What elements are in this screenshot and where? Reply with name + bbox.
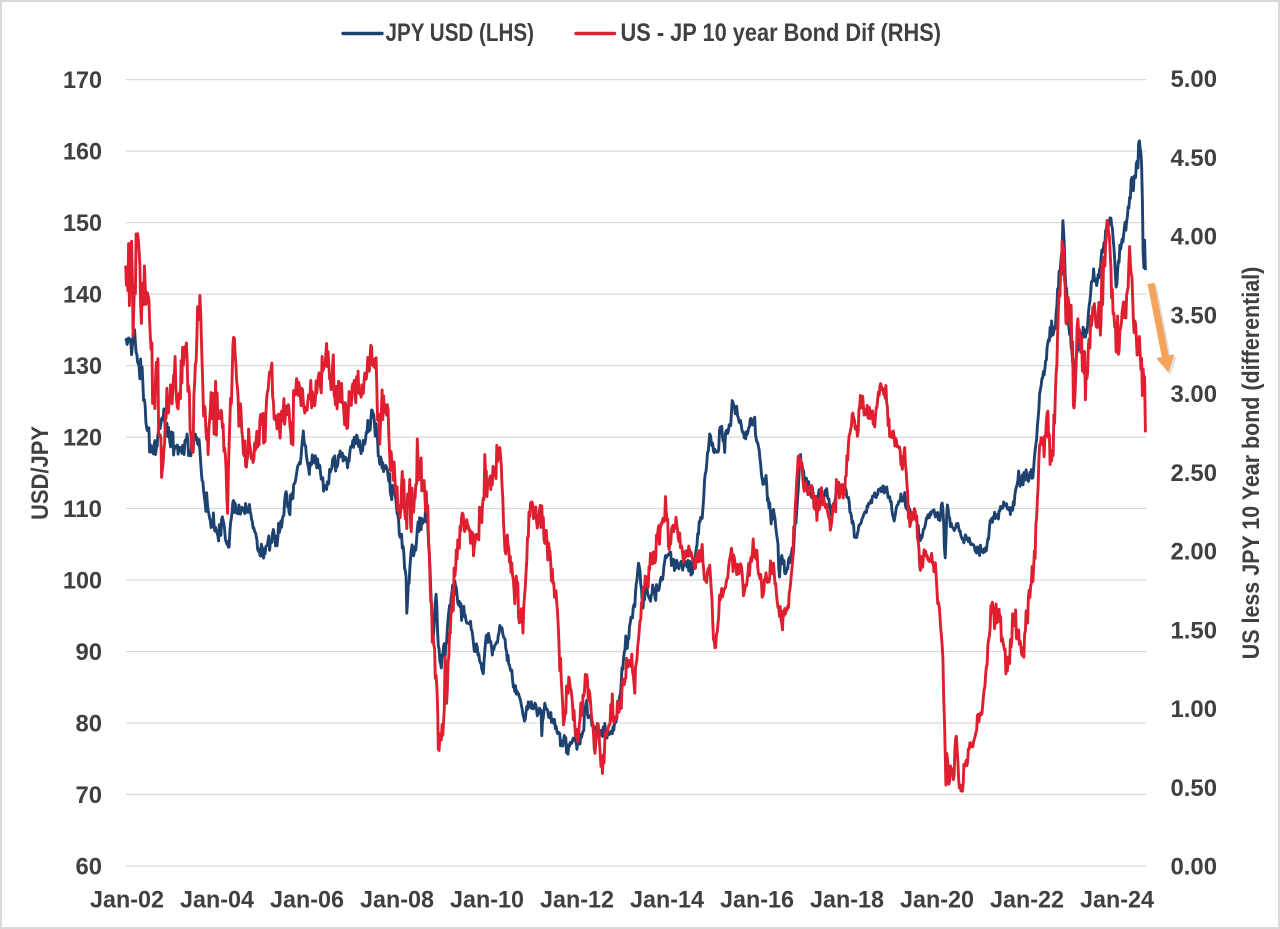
- svg-text:0.00: 0.00: [1171, 854, 1218, 881]
- svg-text:60: 60: [76, 854, 103, 881]
- svg-text:0.50: 0.50: [1171, 775, 1218, 802]
- svg-text:US - JP 10 year Bond Dif (RHS): US - JP 10 year Bond Dif (RHS): [621, 19, 942, 47]
- svg-text:70: 70: [76, 782, 103, 809]
- svg-text:Jan-22: Jan-22: [990, 887, 1064, 914]
- svg-text:4.50: 4.50: [1171, 145, 1218, 172]
- svg-text:100: 100: [63, 568, 102, 595]
- svg-text:Jan-14: Jan-14: [630, 887, 705, 914]
- svg-text:Jan-24: Jan-24: [1080, 887, 1155, 914]
- svg-text:2.00: 2.00: [1171, 539, 1218, 566]
- svg-text:3.50: 3.50: [1171, 302, 1218, 329]
- svg-text:110: 110: [63, 496, 102, 523]
- svg-text:Jan-04: Jan-04: [180, 887, 255, 914]
- svg-text:USD/JPY: USD/JPY: [27, 426, 54, 520]
- svg-text:Jan-02: Jan-02: [90, 887, 164, 914]
- svg-text:Jan-10: Jan-10: [450, 887, 524, 914]
- svg-text:170: 170: [63, 67, 102, 94]
- svg-text:JPY USD (LHS): JPY USD (LHS): [386, 19, 535, 47]
- svg-text:90: 90: [76, 639, 103, 666]
- svg-text:2.50: 2.50: [1171, 460, 1218, 487]
- svg-text:Jan-12: Jan-12: [540, 887, 614, 914]
- svg-text:Jan-16: Jan-16: [720, 887, 794, 914]
- svg-text:Jan-18: Jan-18: [810, 887, 884, 914]
- svg-text:1.00: 1.00: [1171, 696, 1218, 723]
- svg-text:150: 150: [63, 210, 102, 237]
- svg-text:Jan-20: Jan-20: [900, 887, 974, 914]
- svg-text:3.00: 3.00: [1171, 381, 1218, 408]
- svg-text:160: 160: [63, 139, 102, 166]
- svg-text:130: 130: [63, 353, 102, 380]
- svg-text:1.50: 1.50: [1171, 617, 1218, 644]
- svg-text:US less JPY 10 Year bond (diff: US less JPY 10 Year bond (differential): [1238, 267, 1265, 660]
- svg-text:5.00: 5.00: [1171, 66, 1218, 93]
- svg-text:120: 120: [63, 425, 102, 452]
- svg-text:Jan-06: Jan-06: [270, 887, 344, 914]
- svg-text:140: 140: [63, 282, 102, 309]
- svg-text:80: 80: [76, 711, 103, 738]
- svg-text:4.00: 4.00: [1171, 224, 1218, 251]
- svg-text:Jan-08: Jan-08: [360, 887, 434, 914]
